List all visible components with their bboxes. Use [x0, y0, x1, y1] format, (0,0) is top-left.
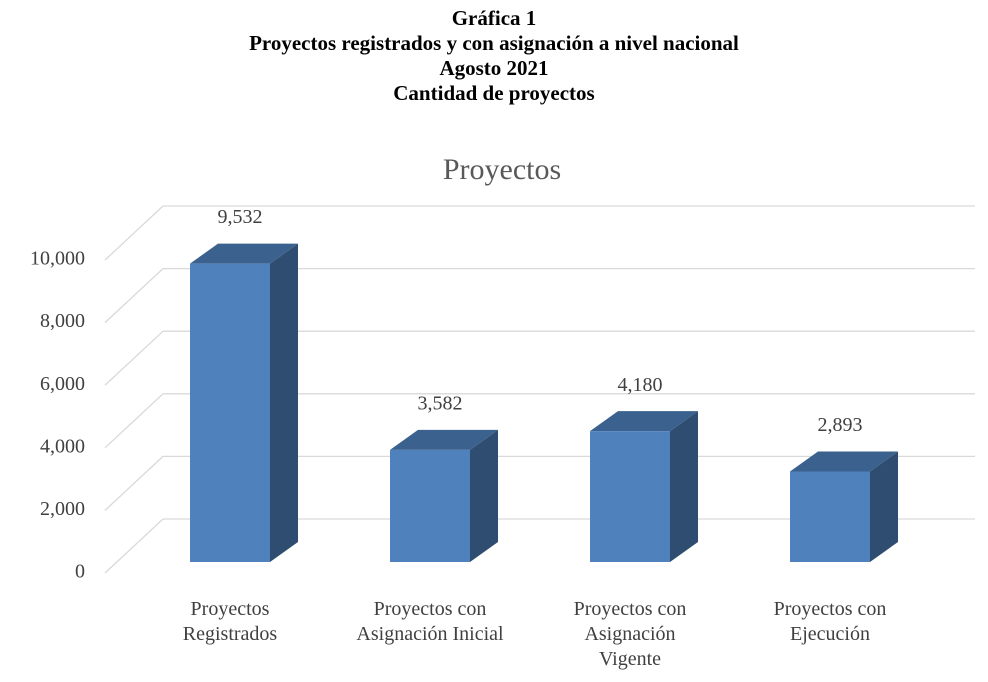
grid-diagonal: [104, 205, 164, 261]
x-tick-label: Proyectos con Ejecución: [774, 598, 887, 645]
bar-side: [470, 429, 498, 562]
y-tick-label: 2,000: [40, 498, 85, 520]
y-tick-label: 6,000: [40, 373, 85, 395]
bar-top: [790, 451, 898, 472]
grid-diagonal: [104, 455, 164, 511]
x-tick-label: Proyectos Registrados: [183, 598, 278, 645]
y-tick-label: 0: [75, 561, 85, 583]
x-tick-label: Proyectos con Asignación Vigente: [574, 598, 687, 670]
header-line: Agosto 2021: [439, 56, 548, 80]
header-line: Gráfica 1: [452, 6, 537, 30]
y-tick-label: 10,000: [30, 248, 85, 270]
bar-side: [870, 451, 898, 562]
header-line: Proyectos registrados y con asignación a…: [249, 31, 739, 55]
y-tick-label: 4,000: [40, 435, 85, 457]
bar: [190, 243, 298, 562]
bar-top: [390, 429, 498, 450]
bar-front: [790, 471, 870, 562]
value-label: 3,582: [418, 392, 463, 414]
x-tick-label: Proyectos con Asignación Inicial: [356, 598, 504, 645]
bar-side: [270, 243, 298, 562]
value-label: 9,532: [218, 206, 263, 228]
header-line: Cantidad de proyectos: [393, 81, 594, 105]
chart-title: Proyectos: [443, 153, 561, 186]
bar-top: [590, 411, 698, 432]
value-label: 2,893: [818, 414, 863, 436]
bar-side: [670, 411, 698, 562]
bar: [790, 451, 898, 562]
grid-diagonal: [104, 393, 164, 449]
value-label: 4,180: [618, 374, 663, 396]
bar: [590, 411, 698, 562]
grid-diagonal: [104, 268, 164, 324]
grid-diagonal: [104, 518, 164, 574]
bar-front: [390, 449, 470, 562]
y-tick-label: 8,000: [40, 310, 85, 332]
bar: [390, 429, 498, 562]
bar-top: [190, 243, 298, 264]
bar-front: [190, 263, 270, 562]
bar-front: [590, 431, 670, 562]
grid-diagonal: [104, 330, 164, 386]
